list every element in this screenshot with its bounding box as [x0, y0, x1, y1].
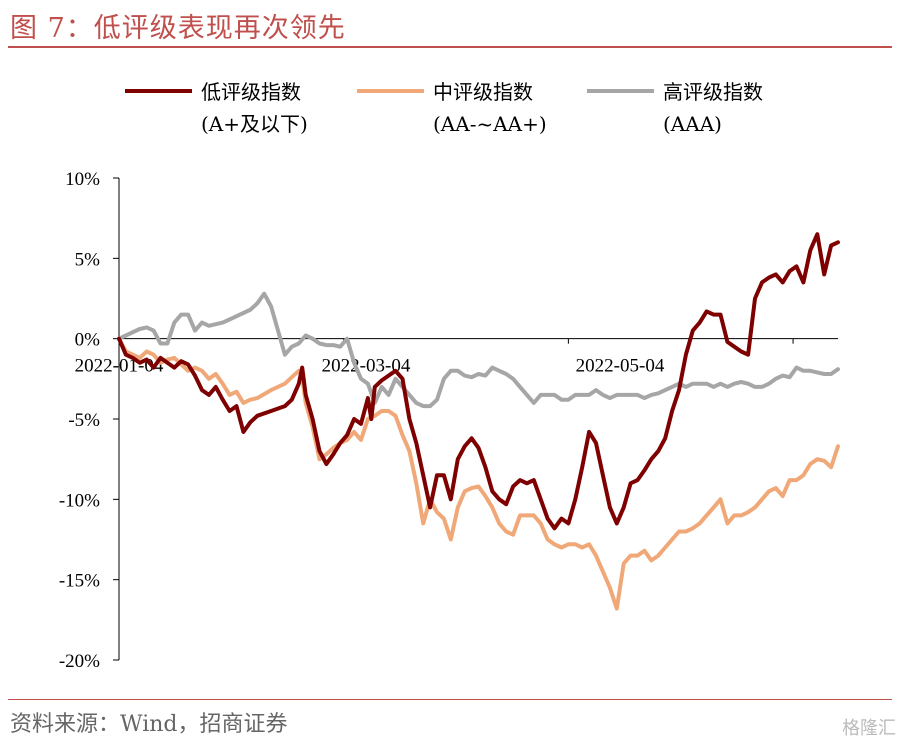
- y-tick-label: -15%: [59, 571, 100, 592]
- x-tick-label: 2022-03-04: [322, 356, 411, 377]
- series-line-2: [117, 291, 840, 409]
- y-tick-label: 5%: [75, 249, 101, 270]
- y-tick-label: 0%: [75, 330, 101, 351]
- y-tick-label: -20%: [59, 651, 100, 672]
- legend-label-1: 中评级指数: [433, 80, 533, 104]
- y-tick-label: -5%: [68, 410, 100, 431]
- x-tick-label: 2022-05-04: [576, 356, 665, 377]
- source-rule: [8, 699, 892, 700]
- y-tick-label: -10%: [59, 490, 100, 511]
- source-note: 资料来源：Wind，招商证券: [10, 712, 288, 737]
- legend-sublabel-0: (A+及以下): [201, 112, 308, 136]
- watermark: 格隆汇: [842, 718, 896, 739]
- series-line-0: [117, 232, 840, 531]
- legend-sublabel-2: (AAA): [663, 112, 722, 136]
- legend-label-2: 高评级指数: [663, 80, 763, 104]
- legend-label-0: 低评级指数: [201, 80, 301, 104]
- legend-sublabel-1: (AA-~AA+): [433, 112, 547, 136]
- y-tick-label: 10%: [65, 169, 100, 190]
- chart-title: 图 7：低评级表现再次领先: [10, 13, 346, 44]
- title-rule: [8, 46, 892, 48]
- series-line-1: [117, 336, 840, 611]
- line-chart: 10%5%0%-5%-10%-15%-20%2022-01-04 2022-03-…: [59, 80, 840, 672]
